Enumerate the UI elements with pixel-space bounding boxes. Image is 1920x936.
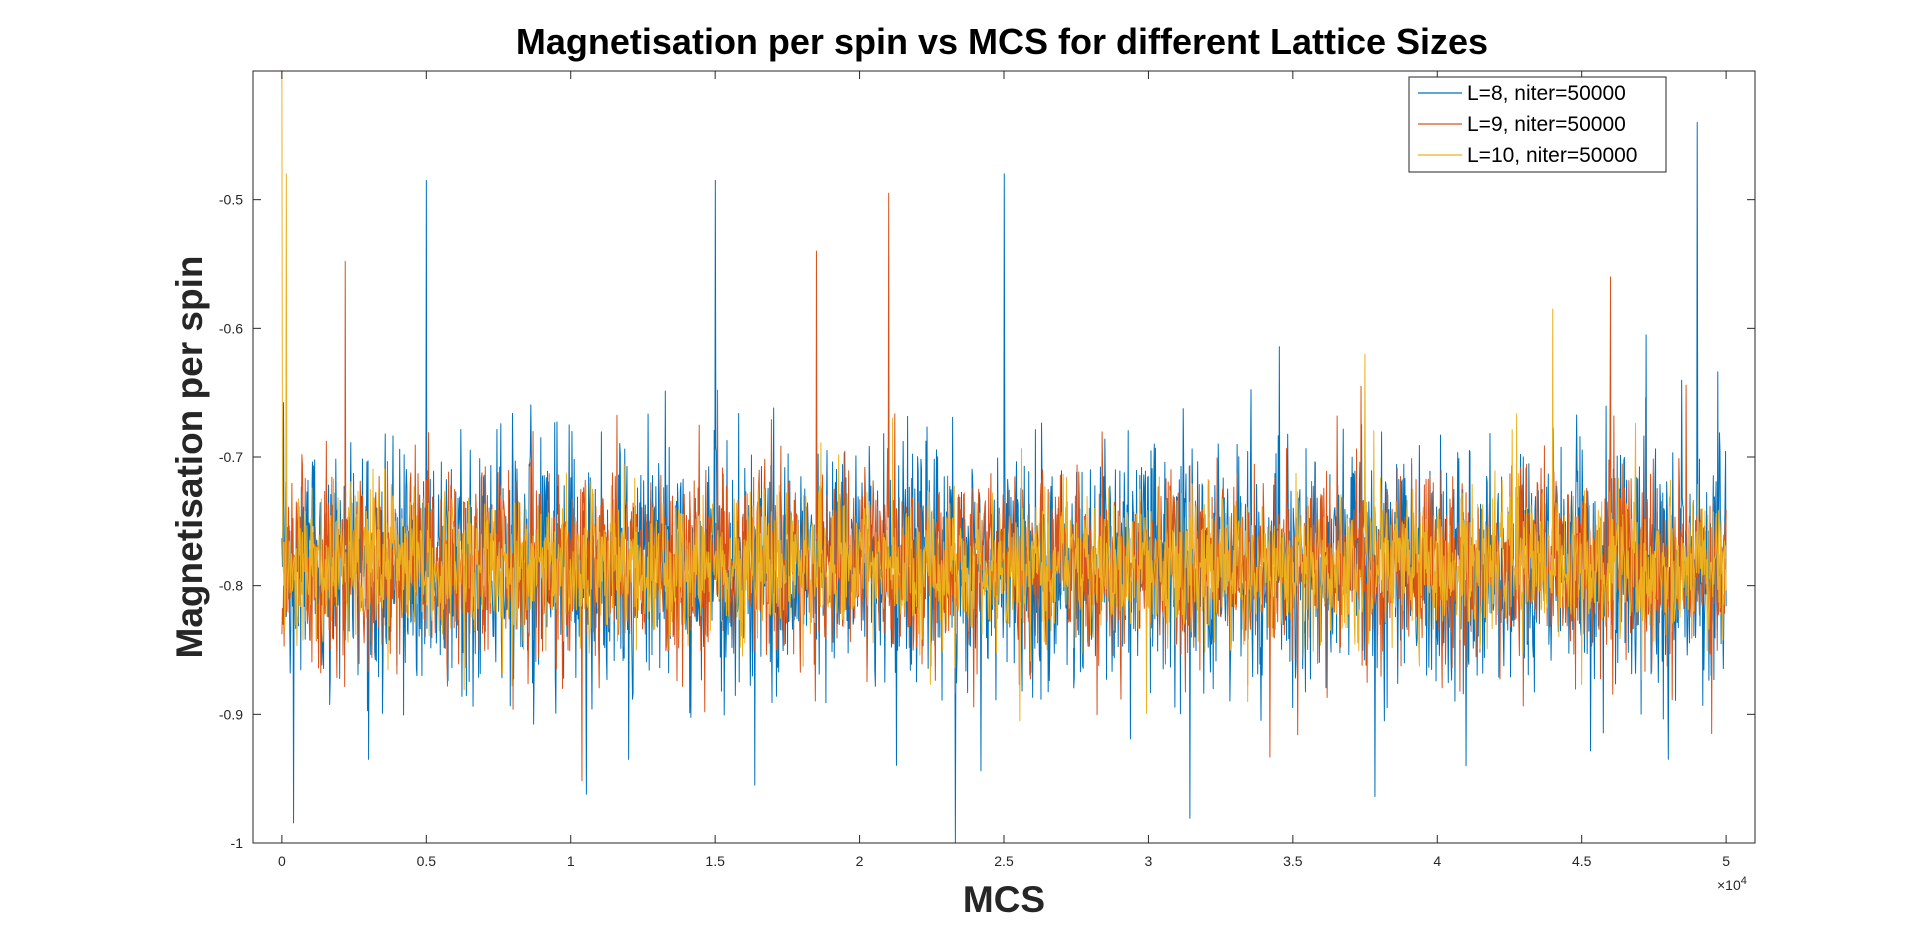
x-tick-label-3: 1.5 <box>705 853 725 869</box>
x-tick-label-4: 2 <box>856 853 864 869</box>
y-tick-label-0: -1 <box>231 835 244 851</box>
x-axis-exponent-power: 4 <box>1741 875 1747 887</box>
x-tick-label-9: 4.5 <box>1572 853 1592 869</box>
legend: L=8, niter=50000 L=9, niter=50000 L=10, ni… <box>1408 76 1667 173</box>
x-axis-label: MCS <box>963 879 1045 920</box>
x-tick-label-2: 1 <box>567 853 575 869</box>
x-axis-exponent: ×104 <box>1717 875 1747 893</box>
x-axis-exponent-base: ×10 <box>1717 877 1741 893</box>
x-axis-ticks: 0 0.5 1 1.5 2 2.5 3 3.5 4 4.5 5 <box>278 71 1730 869</box>
legend-label-3: L=10, niter=50000 <box>1467 144 1637 167</box>
series-line-3 <box>281 70 1727 722</box>
y-tick-label-2: -0.8 <box>219 578 243 594</box>
y-tick-label-1: -0.9 <box>219 706 243 722</box>
y-tick-label-3: -0.7 <box>219 449 243 465</box>
x-tick-label-7: 3.5 <box>1283 853 1303 869</box>
x-tick-label-10: 5 <box>1722 853 1730 869</box>
chart-title: Magnetisation per spin vs MCS for differ… <box>516 21 1488 62</box>
legend-label-1: L=8, niter=50000 <box>1467 82 1626 105</box>
x-tick-label-5: 2.5 <box>994 853 1014 869</box>
y-axis-ticks: -1 -0.9 -0.8 -0.7 -0.6 -0.5 <box>219 192 1755 851</box>
y-axis-label: Magnetisation per spin <box>169 256 210 659</box>
series-layer <box>281 70 1727 844</box>
x-tick-label-8: 4 <box>1433 853 1441 869</box>
x-tick-label-1: 0.5 <box>417 853 437 869</box>
x-tick-label-0: 0 <box>278 853 286 869</box>
legend-label-2: L=9, niter=50000 <box>1467 113 1626 136</box>
x-tick-label-6: 3 <box>1145 853 1153 869</box>
y-tick-label-4: -0.6 <box>219 320 243 336</box>
y-tick-label-5: -0.5 <box>219 192 243 208</box>
